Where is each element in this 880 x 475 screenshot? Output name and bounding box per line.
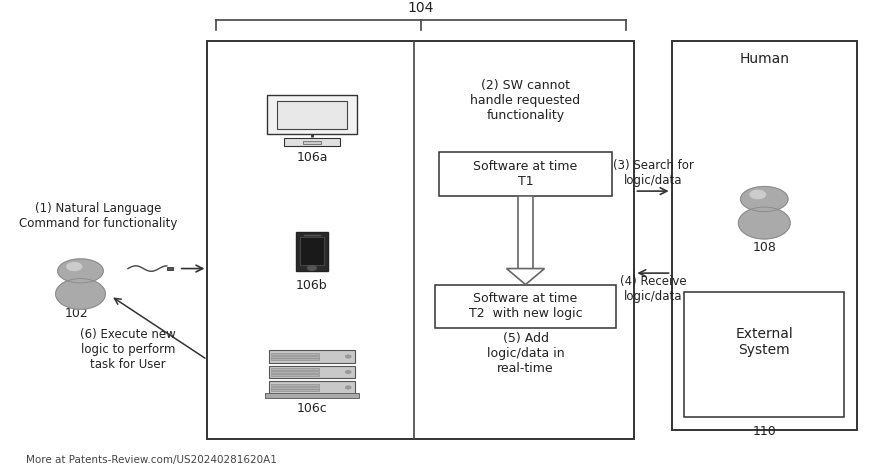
Text: (6) Execute new
logic to perform
task for User: (6) Execute new logic to perform task fo… <box>80 328 176 371</box>
Circle shape <box>346 370 351 373</box>
Bar <box>271 384 319 386</box>
Circle shape <box>346 386 351 389</box>
Bar <box>439 152 612 196</box>
Text: 108: 108 <box>752 241 776 254</box>
Bar <box>517 196 533 268</box>
Text: 106c: 106c <box>297 402 327 415</box>
Bar <box>671 41 857 430</box>
Bar <box>271 368 319 370</box>
Bar <box>304 141 320 144</box>
Bar <box>271 353 319 355</box>
Bar <box>271 390 319 391</box>
Bar <box>685 292 844 417</box>
Text: (2) SW cannot
handle requested
functionality: (2) SW cannot handle requested functiona… <box>471 79 581 123</box>
Text: (5) Add
logic/data in
real-time: (5) Add logic/data in real-time <box>487 332 564 375</box>
Bar <box>265 393 359 398</box>
Text: Human: Human <box>739 52 789 66</box>
Bar <box>435 285 616 328</box>
Bar <box>267 95 357 134</box>
Circle shape <box>67 263 82 270</box>
Text: 104: 104 <box>407 1 434 15</box>
Text: Software at time
T2  with new logic: Software at time T2 with new logic <box>469 292 583 320</box>
Ellipse shape <box>738 207 790 239</box>
Circle shape <box>346 355 351 358</box>
Polygon shape <box>507 268 545 285</box>
Bar <box>271 356 319 358</box>
Circle shape <box>741 187 788 211</box>
Text: External
System: External System <box>736 327 793 357</box>
Text: (1) Natural Language
Command for functionality: (1) Natural Language Command for functio… <box>18 202 177 230</box>
Bar <box>296 232 328 271</box>
Bar <box>271 359 319 361</box>
Text: 110: 110 <box>752 425 776 438</box>
Circle shape <box>308 266 316 270</box>
Bar <box>276 101 348 129</box>
Text: More at Patents-Review.com/US20240281620A1: More at Patents-Review.com/US20240281620… <box>26 456 277 466</box>
Text: 102: 102 <box>64 307 88 320</box>
Bar <box>271 387 319 389</box>
Bar <box>167 267 172 270</box>
Bar <box>268 350 356 363</box>
Bar <box>268 381 356 394</box>
Circle shape <box>58 259 103 283</box>
Text: Software at time
T1: Software at time T1 <box>473 160 577 188</box>
Bar <box>268 366 356 379</box>
Bar <box>271 371 319 373</box>
Bar <box>300 237 324 265</box>
Bar <box>208 41 634 439</box>
Circle shape <box>750 190 766 199</box>
Bar <box>271 374 319 376</box>
Ellipse shape <box>55 279 106 309</box>
Bar <box>284 138 340 146</box>
Text: (3) Search for
logic/data: (3) Search for logic/data <box>612 159 693 187</box>
Text: 106b: 106b <box>297 279 327 292</box>
Text: 106a: 106a <box>297 151 327 164</box>
Text: (4) Receive
logic/data: (4) Receive logic/data <box>620 276 686 304</box>
